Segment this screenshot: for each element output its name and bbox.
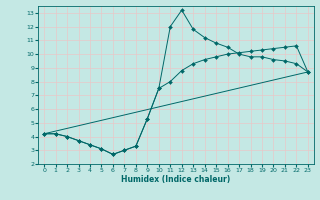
X-axis label: Humidex (Indice chaleur): Humidex (Indice chaleur) [121,175,231,184]
